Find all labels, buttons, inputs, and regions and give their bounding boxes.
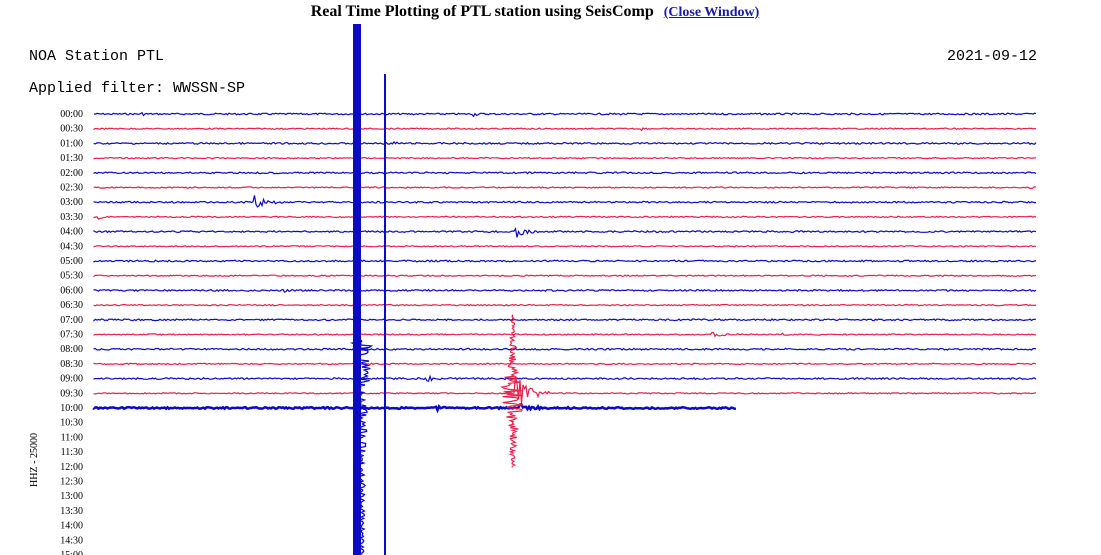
time-label: 15:00 — [60, 550, 83, 555]
time-label: 04:30 — [60, 241, 83, 252]
time-label: 07:00 — [60, 315, 83, 326]
event-trace — [500, 314, 524, 468]
trace — [93, 331, 1037, 338]
time-label: 06:00 — [60, 285, 83, 296]
trace — [92, 403, 737, 414]
time-label: 03:00 — [60, 197, 83, 208]
time-label: 12:30 — [60, 477, 83, 488]
trace — [93, 259, 1037, 263]
filter-label: Applied filter: WWSSN-SP — [29, 80, 245, 97]
trace — [93, 195, 1037, 208]
time-label: 01:30 — [60, 153, 83, 164]
time-label: 06:30 — [60, 300, 83, 311]
trace — [93, 288, 1037, 293]
trace — [93, 362, 1037, 366]
event-coda — [349, 339, 374, 555]
time-label: 03:30 — [60, 212, 83, 223]
trace — [93, 171, 1037, 175]
time-label: 14:00 — [60, 521, 83, 532]
time-label: 11:30 — [61, 447, 83, 458]
trace — [93, 186, 1037, 189]
time-label: 00:00 — [60, 109, 83, 120]
trace — [93, 111, 1037, 118]
trace — [93, 303, 1037, 307]
time-label: 14:30 — [60, 535, 83, 546]
time-label: 05:00 — [60, 256, 83, 267]
time-label: 00:30 — [60, 124, 83, 135]
trace — [93, 347, 1037, 351]
trace — [93, 244, 1037, 248]
trace — [93, 156, 1037, 160]
page-title: Real Time Plotting of PTL station using … — [310, 3, 654, 20]
trace — [93, 140, 1037, 146]
channel-label: HHZ - 25000 — [29, 433, 40, 487]
trace — [93, 227, 1037, 238]
time-label: 11:00 — [61, 432, 83, 443]
time-label: 05:30 — [60, 271, 83, 282]
time-label: 01:00 — [60, 138, 83, 149]
trace — [93, 375, 1037, 404]
event-spike — [384, 74, 386, 555]
time-label: 07:30 — [60, 330, 83, 341]
time-label: 13:30 — [60, 506, 83, 517]
time-label: 02:00 — [60, 168, 83, 179]
time-label: 09:30 — [60, 388, 83, 399]
time-label: 09:00 — [60, 374, 83, 385]
time-label: 10:00 — [60, 403, 83, 414]
time-label: 08:00 — [60, 344, 83, 355]
time-label: 04:00 — [60, 227, 83, 238]
time-label: 12:00 — [60, 462, 83, 473]
trace — [93, 127, 1037, 132]
date-label: 2021-09-12 — [947, 48, 1037, 65]
close-window-link[interactable]: (Close Window) — [663, 5, 760, 20]
station-label: NOA Station PTL — [29, 48, 164, 65]
time-label: 10:30 — [60, 418, 83, 429]
event-spike — [353, 24, 361, 555]
time-label: 13:00 — [60, 491, 83, 502]
trace — [93, 318, 1037, 322]
title-bar: Real Time Plotting of PTL station using … — [0, 3, 1070, 21]
trace — [93, 274, 1037, 278]
time-label: 08:30 — [60, 359, 83, 370]
trace — [93, 374, 1037, 382]
trace — [93, 215, 1037, 221]
time-label: 02:30 — [60, 183, 83, 194]
